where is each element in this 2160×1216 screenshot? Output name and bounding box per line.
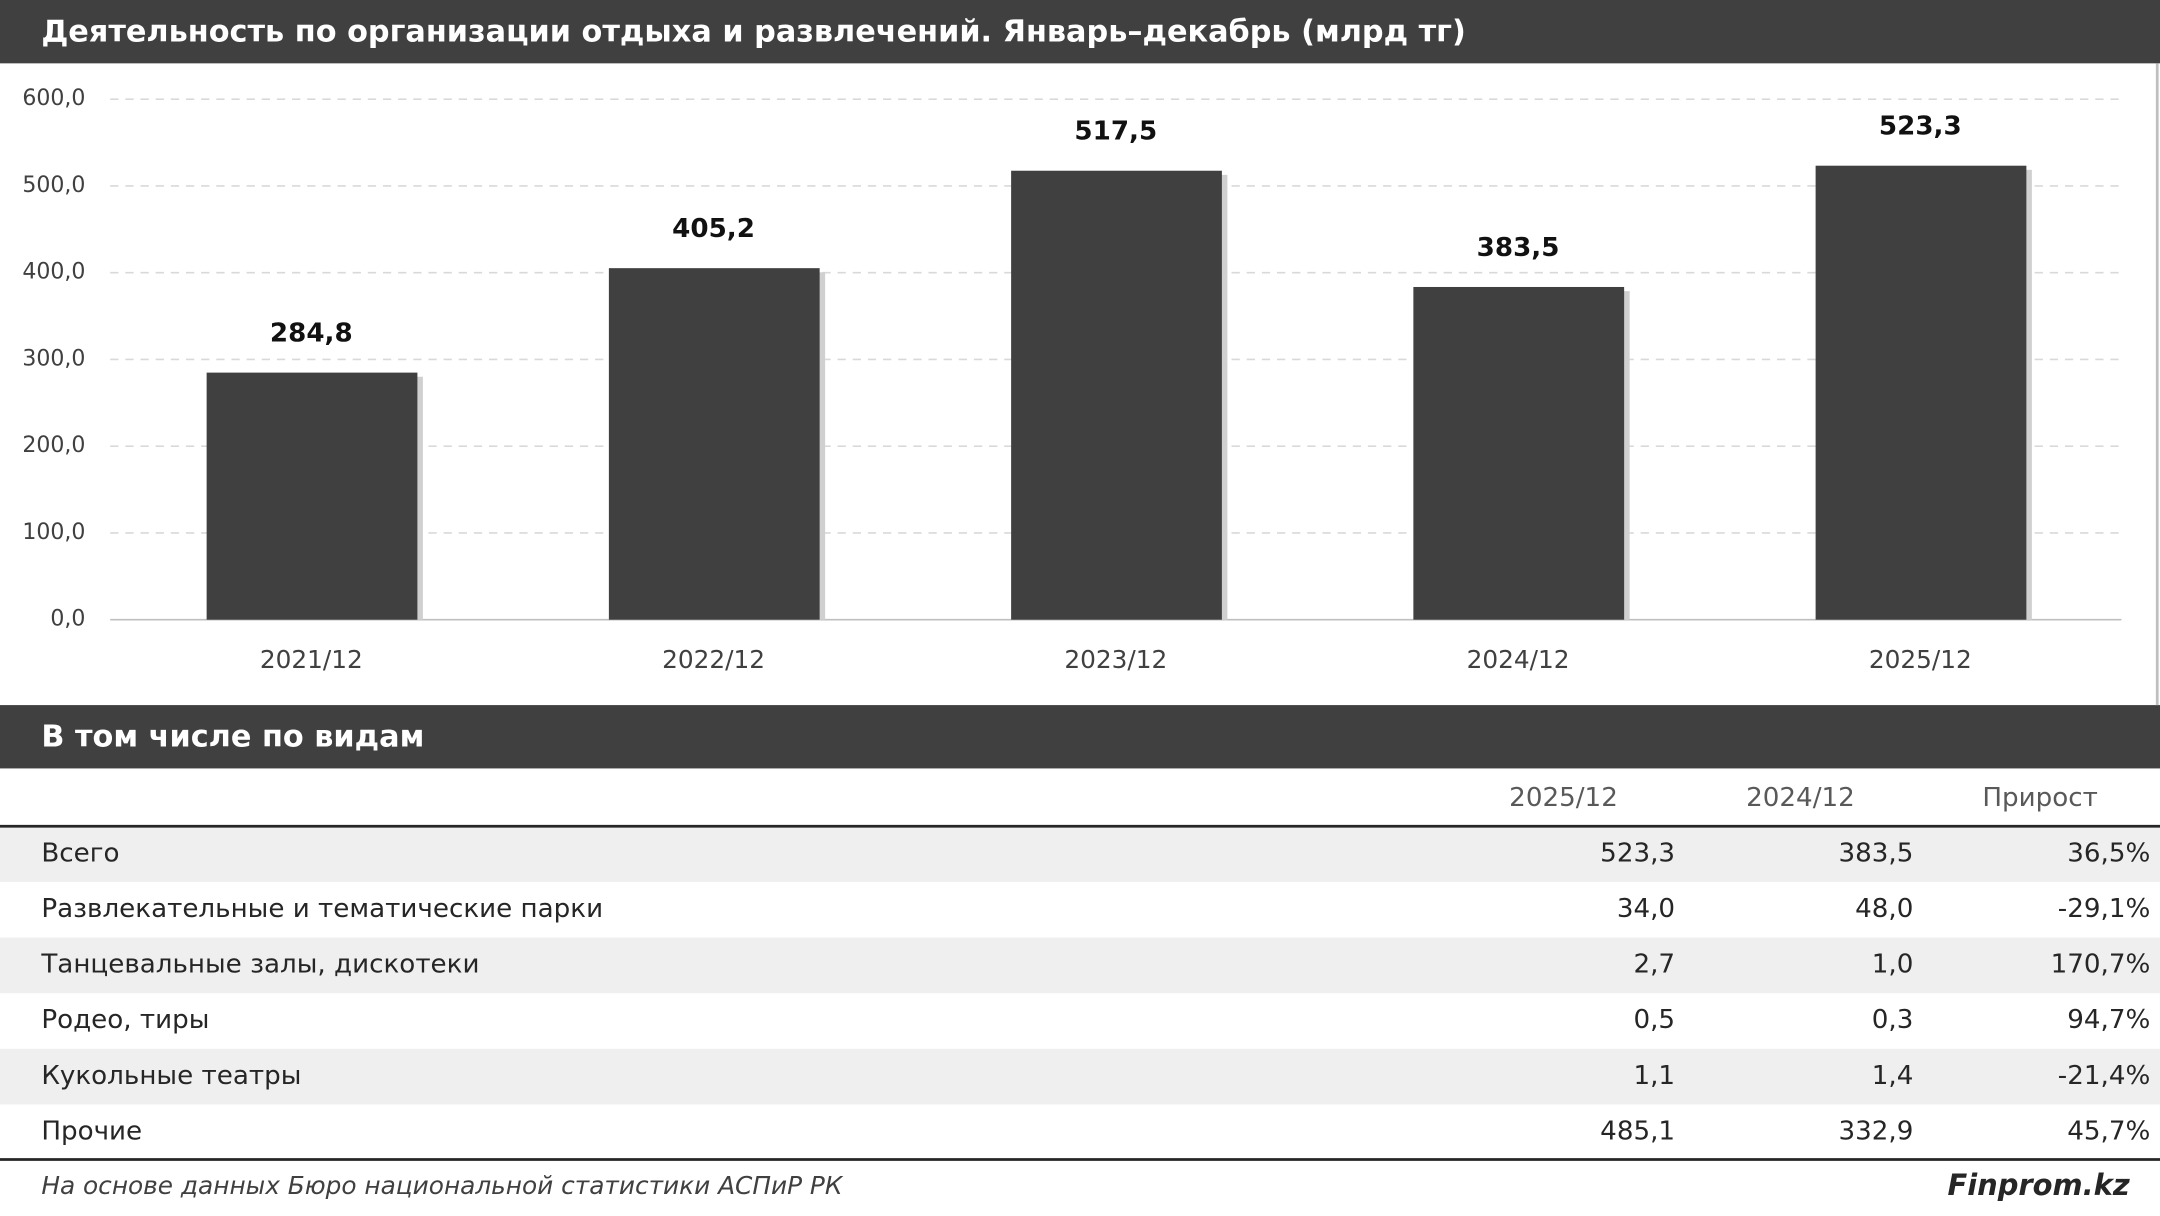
value-label: 383,5: [1477, 233, 1560, 263]
table-cell: Кукольные театры: [41, 1061, 301, 1091]
table-cell: 1,0: [1872, 950, 1914, 980]
table-cell: Родео, тиры: [41, 1005, 209, 1035]
value-label: 517,5: [1074, 117, 1157, 147]
row-band: [0, 1048, 2160, 1105]
y-tick-label: 600,0: [22, 86, 85, 111]
bar: [206, 372, 418, 620]
table-cell: 36,5%: [2067, 838, 2150, 868]
table-cell: 45,7%: [2067, 1116, 2150, 1146]
y-tick-label: 0,0: [50, 607, 85, 632]
table-cell: 170,7%: [2051, 950, 2151, 980]
y-tick-label: 300,0: [22, 346, 85, 371]
table-cell: 1,4: [1872, 1061, 1914, 1091]
value-label: 405,2: [672, 214, 755, 244]
section-bar: [0, 705, 2160, 769]
x-tick-label: 2021/12: [260, 645, 363, 674]
table-cell: -21,4%: [2058, 1061, 2151, 1091]
table-cell: 0,5: [1633, 1005, 1675, 1035]
table-cell: 0,3: [1872, 1005, 1914, 1035]
table-cell: -29,1%: [2058, 894, 2151, 924]
value-label: 523,3: [1879, 112, 1962, 142]
table-cell: Всего: [41, 838, 119, 868]
section-title: В том числе по видам: [41, 720, 424, 755]
chart-title: Деятельность по организации отдыха и раз…: [41, 15, 1466, 50]
x-tick-label: 2022/12: [662, 645, 765, 674]
table-cell: 523,3: [1600, 838, 1675, 868]
y-tick-label: 200,0: [22, 433, 85, 458]
x-tick-label: 2023/12: [1064, 645, 1167, 674]
x-tick-label: 2025/12: [1869, 645, 1972, 674]
table-cell: 94,7%: [2067, 1005, 2150, 1035]
table-cell: Прочие: [41, 1116, 142, 1146]
bar: [608, 268, 820, 620]
table-cell: 383,5: [1839, 838, 1914, 868]
row-band: [0, 826, 2160, 882]
bar: [1413, 286, 1625, 620]
table-cell: 2,7: [1633, 950, 1675, 980]
table-cell: 48,0: [1855, 894, 1913, 924]
table-cell: 1,1: [1633, 1061, 1675, 1091]
table-cell: 485,1: [1600, 1116, 1675, 1146]
column-header: 2024/12: [1746, 783, 1855, 813]
y-tick-label: 100,0: [22, 520, 85, 545]
bar: [1815, 165, 2027, 620]
table-cell: 332,9: [1839, 1116, 1914, 1146]
y-tick-label: 400,0: [22, 260, 85, 285]
table-cell: Развлекательные и тематические парки: [41, 894, 603, 924]
x-tick-label: 2024/12: [1467, 645, 1570, 674]
table-cell: 34,0: [1617, 894, 1675, 924]
row-band: [0, 937, 2160, 994]
value-label: 284,8: [270, 319, 353, 349]
column-header: 2025/12: [1509, 783, 1618, 813]
table-cell: Танцевальные залы, дискотеки: [40, 950, 479, 980]
column-header: Прирост: [1982, 783, 2098, 813]
y-tick-label: 500,0: [22, 173, 85, 198]
title-bar: [0, 0, 2160, 64]
source-note: На основе данных Бюро национальной стати…: [41, 1171, 844, 1200]
bar: [1011, 170, 1222, 620]
brand: Finprom.kz: [1947, 1168, 2129, 1202]
